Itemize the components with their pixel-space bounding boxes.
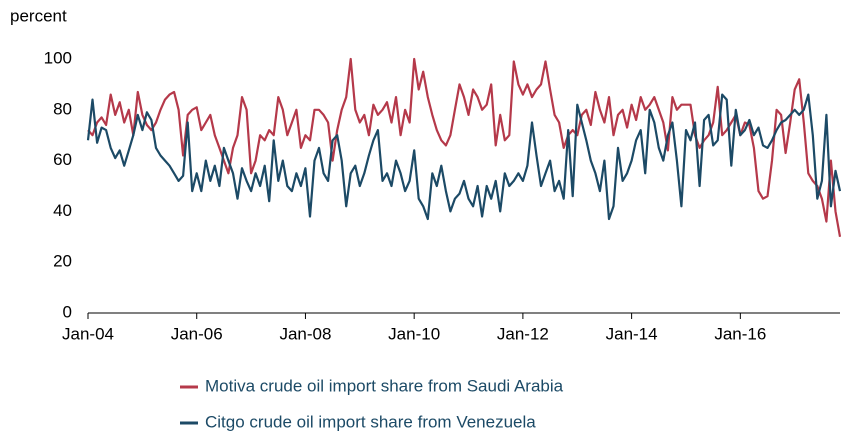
x-tick-label: Jan-12 <box>497 324 549 343</box>
x-tick-label: Jan-14 <box>606 324 658 343</box>
series-line <box>87 57 841 237</box>
y-tick-label: 20 <box>53 252 72 271</box>
y-axis-label: percent <box>10 6 67 25</box>
x-tick-label: Jan-08 <box>279 324 331 343</box>
y-tick-label: 100 <box>44 48 72 67</box>
x-tick-label: Jan-10 <box>388 324 440 343</box>
y-tick-label: 40 <box>53 201 72 220</box>
x-tick-label: Jan-04 <box>62 324 114 343</box>
y-tick-label: 0 <box>63 302 72 321</box>
x-tick-label: Jan-16 <box>714 324 766 343</box>
y-tick-label: 60 <box>53 150 72 169</box>
series-line <box>86 93 841 221</box>
legend-label: Motiva crude oil import share from Saudi… <box>205 376 564 395</box>
y-tick-label: 80 <box>53 99 72 118</box>
legend-label: Citgo crude oil import share from Venezu… <box>205 412 536 431</box>
x-tick-label: Jan-06 <box>171 324 223 343</box>
